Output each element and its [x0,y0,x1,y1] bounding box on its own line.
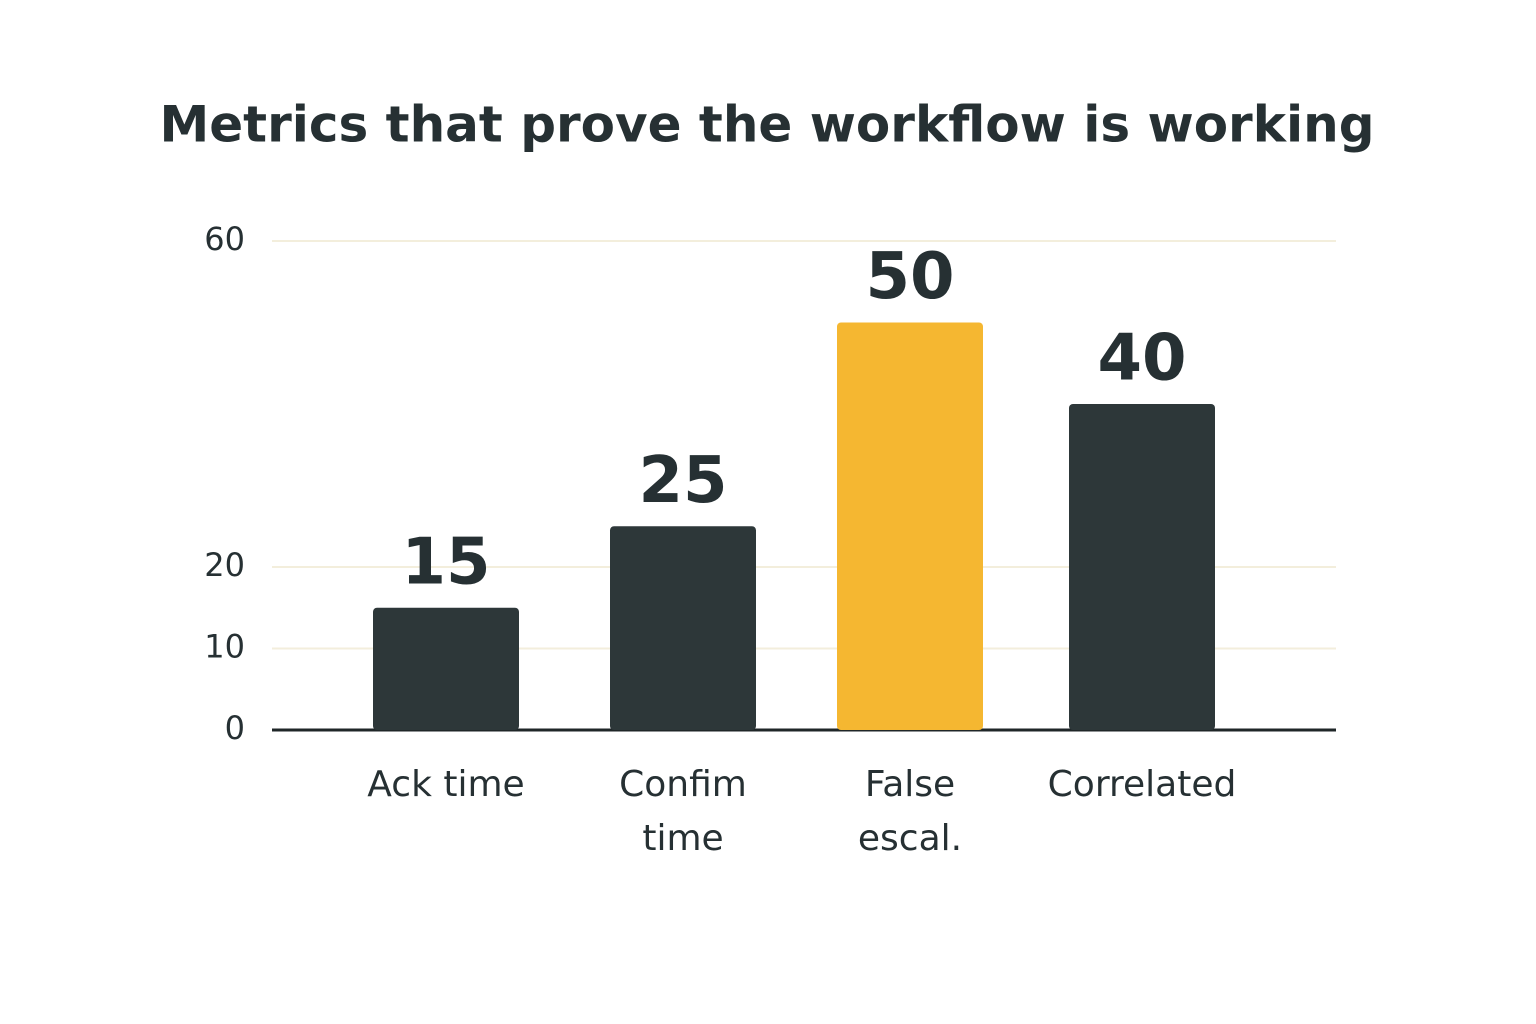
y-tick-label: 20 [204,546,245,584]
chart-title: Metrics that prove the workflow is worki… [160,96,1375,154]
y-tick-label: 0 [225,709,245,747]
bar [837,322,983,730]
y-tick-label: 10 [204,628,245,666]
y-tick-label: 60 [204,220,245,258]
value-label: 25 [638,444,727,518]
bar [373,607,519,730]
x-tick-label: Correlated [1047,764,1237,805]
bar [1069,404,1215,730]
x-tick-label: Ack time [367,764,525,805]
bar [610,526,756,730]
value-label: 15 [401,525,490,599]
value-label: 50 [865,240,954,314]
value-label: 40 [1097,322,1186,396]
x-tick-label: False escal. [857,764,963,859]
x-tick-label: Confim time [619,764,747,859]
